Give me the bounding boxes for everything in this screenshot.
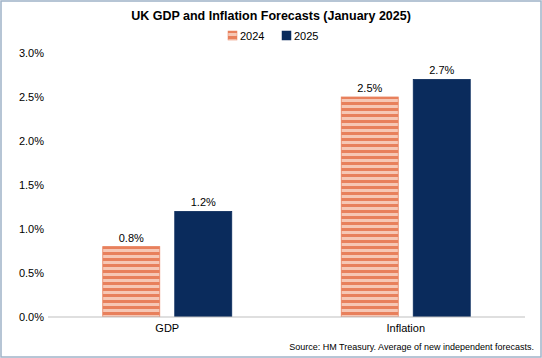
- tick-mark: [45, 97, 48, 98]
- y-tick-label: 1.0%: [19, 223, 44, 235]
- tick-mark: [45, 53, 48, 54]
- bar: [103, 247, 160, 317]
- legend: 2024 2025: [228, 30, 318, 42]
- tick-mark: [45, 141, 48, 142]
- data-label: 2.7%: [429, 64, 454, 76]
- data-label: 0.8%: [119, 232, 144, 244]
- x-axis-line: [48, 317, 525, 318]
- y-tick-label: 2.5%: [19, 91, 44, 103]
- y-tick-label: 0.5%: [19, 267, 44, 279]
- x-tick-label: Inflation: [386, 322, 425, 334]
- data-label: 1.2%: [191, 196, 216, 208]
- y-axis: 0.0% 0.5% 1.0% 1.5% 2.0% 2.5% 3.0%: [19, 47, 48, 323]
- legend-label: 2025: [294, 30, 318, 42]
- legend-swatch: [282, 31, 291, 40]
- tick-mark: [45, 273, 48, 274]
- source: Source: HM Treasury. Average of new inde…: [289, 342, 534, 352]
- data-label: 2.5%: [357, 82, 382, 94]
- chart: UK GDP and Inflation Forecasts (January …: [0, 0, 542, 358]
- y-tick-label: 1.5%: [19, 179, 44, 191]
- x-tick-label: GDP: [155, 322, 179, 334]
- tick-mark: [45, 317, 48, 318]
- y-axis-line: [48, 53, 49, 317]
- bar: [413, 79, 470, 317]
- title: UK GDP and Inflation Forecasts (January …: [131, 9, 411, 23]
- y-tick-label: 2.0%: [19, 135, 44, 147]
- y-tick-label: 0.0%: [19, 311, 44, 323]
- frame: [1, 1, 541, 357]
- bar: [341, 97, 398, 317]
- legend-label: 2024: [240, 30, 264, 42]
- legend-swatch: [228, 31, 237, 40]
- tick-mark: [45, 229, 48, 230]
- data-labels: 0.8% 1.2% 2.5% 2.7%: [119, 64, 455, 243]
- tick-mark: [45, 185, 48, 186]
- bar: [175, 211, 232, 317]
- bars: [103, 79, 471, 317]
- y-tick-label: 3.0%: [19, 47, 44, 59]
